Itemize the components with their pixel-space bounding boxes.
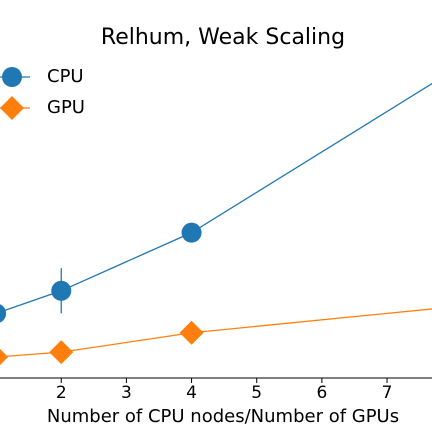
series-line	[0, 308, 432, 358]
x-tick-label: 4	[186, 383, 197, 403]
x-tick-label: 7	[382, 383, 393, 403]
legend-label: GPU	[47, 97, 85, 118]
data-point	[51, 280, 72, 301]
series-line	[0, 82, 432, 313]
x-tick-label: 2	[56, 383, 67, 403]
x-tick-label: 3	[121, 383, 132, 403]
data-point	[49, 340, 74, 365]
data-point	[0, 348, 9, 366]
chart-title: Relhum, Weak Scaling	[101, 25, 345, 50]
x-tick-label: 5	[251, 383, 262, 403]
data-point	[179, 320, 204, 345]
legend-marker	[2, 67, 22, 87]
data-point	[0, 304, 7, 323]
legend-label: CPU	[47, 66, 84, 87]
legend-marker	[0, 96, 24, 120]
x-axis-label: Number of CPU nodes/Number of GPUs	[47, 406, 399, 427]
x-tick-label: 6	[316, 383, 327, 403]
data-point	[181, 222, 202, 243]
plot-area	[0, 82, 432, 366]
